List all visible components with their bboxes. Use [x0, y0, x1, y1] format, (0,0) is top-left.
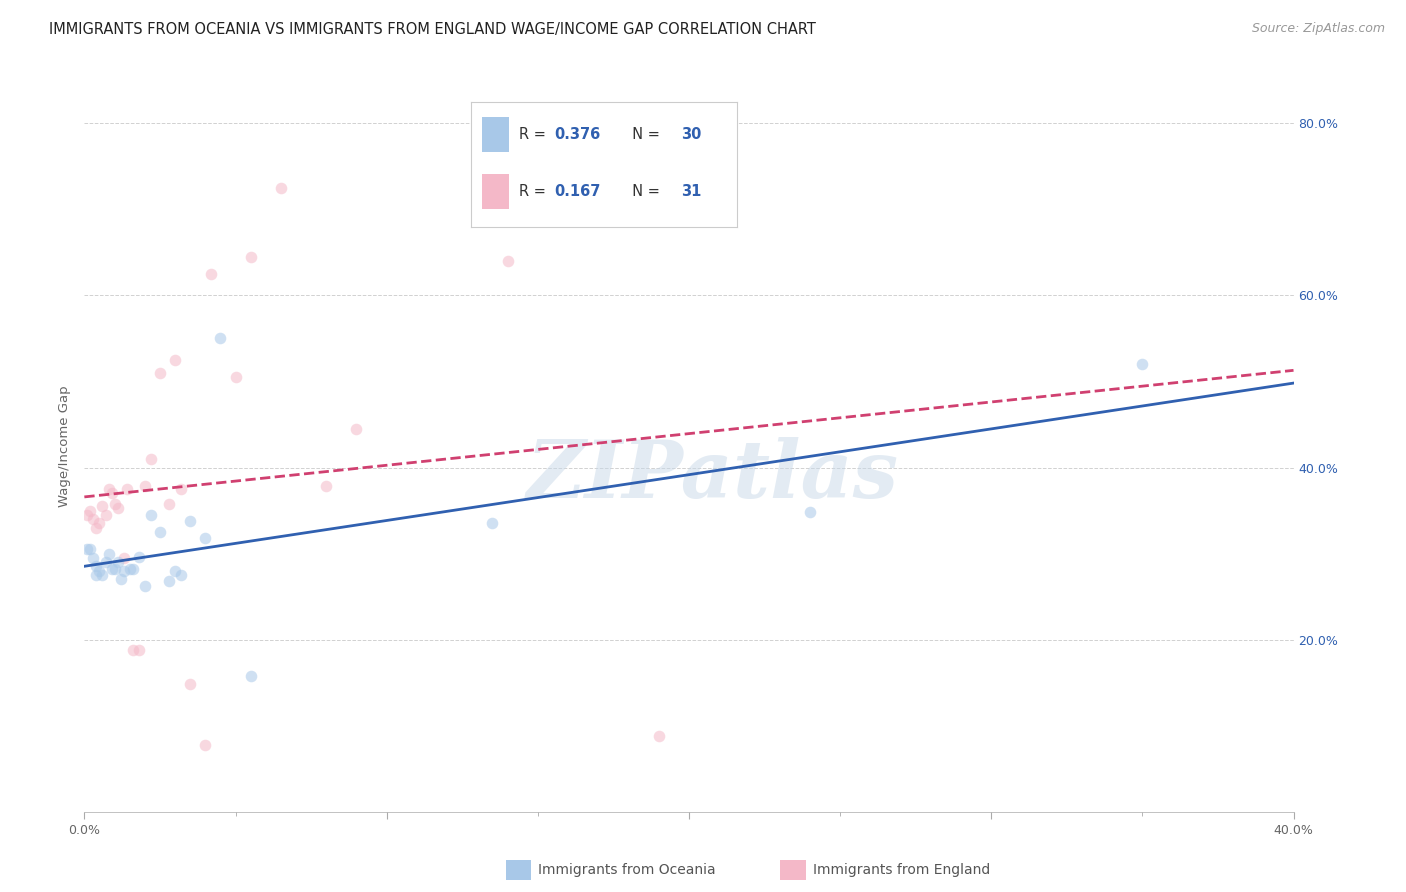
- Point: [89, 564, 111, 578]
- Point: [648, 729, 671, 743]
- Point: [1130, 357, 1153, 371]
- Point: [104, 497, 127, 511]
- Point: [86, 521, 108, 535]
- Point: [79, 542, 101, 557]
- Point: [86, 568, 108, 582]
- Point: [165, 564, 187, 578]
- Point: [157, 497, 180, 511]
- Point: [239, 669, 262, 683]
- Point: [149, 366, 172, 380]
- Y-axis label: Wage/Income Gap: Wage/Income Gap: [58, 385, 72, 507]
- Point: [481, 516, 503, 531]
- Point: [82, 512, 104, 526]
- Point: [128, 643, 150, 657]
- Point: [239, 250, 262, 264]
- Point: [97, 482, 120, 496]
- Point: [79, 503, 101, 517]
- Point: [97, 547, 120, 561]
- Point: [94, 508, 117, 522]
- Point: [799, 505, 821, 519]
- Point: [194, 531, 217, 545]
- Point: [134, 579, 156, 593]
- Point: [315, 479, 337, 493]
- Text: Source: ZipAtlas.com: Source: ZipAtlas.com: [1251, 22, 1385, 36]
- Point: [76, 508, 98, 522]
- Point: [91, 500, 114, 514]
- Point: [170, 568, 193, 582]
- Point: [139, 508, 162, 522]
- Point: [165, 353, 187, 368]
- Point: [225, 370, 247, 384]
- Point: [104, 562, 127, 576]
- Text: Immigrants from Oceania: Immigrants from Oceania: [538, 863, 716, 877]
- Point: [134, 479, 156, 493]
- Text: Immigrants from England: Immigrants from England: [813, 863, 990, 877]
- Point: [170, 482, 193, 496]
- Point: [100, 562, 122, 576]
- Point: [139, 451, 162, 466]
- Point: [179, 514, 201, 528]
- Point: [270, 181, 292, 195]
- Point: [118, 562, 141, 576]
- Point: [89, 516, 111, 531]
- Point: [179, 677, 201, 691]
- Point: [149, 524, 172, 539]
- Point: [107, 555, 129, 569]
- Point: [128, 549, 150, 564]
- Text: IMMIGRANTS FROM OCEANIA VS IMMIGRANTS FROM ENGLAND WAGE/INCOME GAP CORRELATION C: IMMIGRANTS FROM OCEANIA VS IMMIGRANTS FR…: [49, 22, 815, 37]
- Point: [115, 482, 138, 496]
- Point: [100, 486, 122, 500]
- Point: [194, 738, 217, 752]
- Point: [112, 564, 135, 578]
- Point: [157, 574, 180, 588]
- Point: [121, 643, 143, 657]
- Point: [107, 500, 129, 515]
- Point: [82, 550, 104, 565]
- Point: [200, 267, 222, 281]
- Point: [209, 331, 232, 345]
- Point: [86, 559, 108, 574]
- Point: [110, 573, 132, 587]
- Point: [91, 568, 114, 582]
- Point: [496, 254, 519, 268]
- Point: [121, 562, 143, 576]
- Point: [94, 555, 117, 569]
- Point: [76, 542, 98, 557]
- Text: ZIPatlas: ZIPatlas: [527, 436, 900, 514]
- Point: [112, 550, 135, 565]
- Point: [346, 422, 368, 436]
